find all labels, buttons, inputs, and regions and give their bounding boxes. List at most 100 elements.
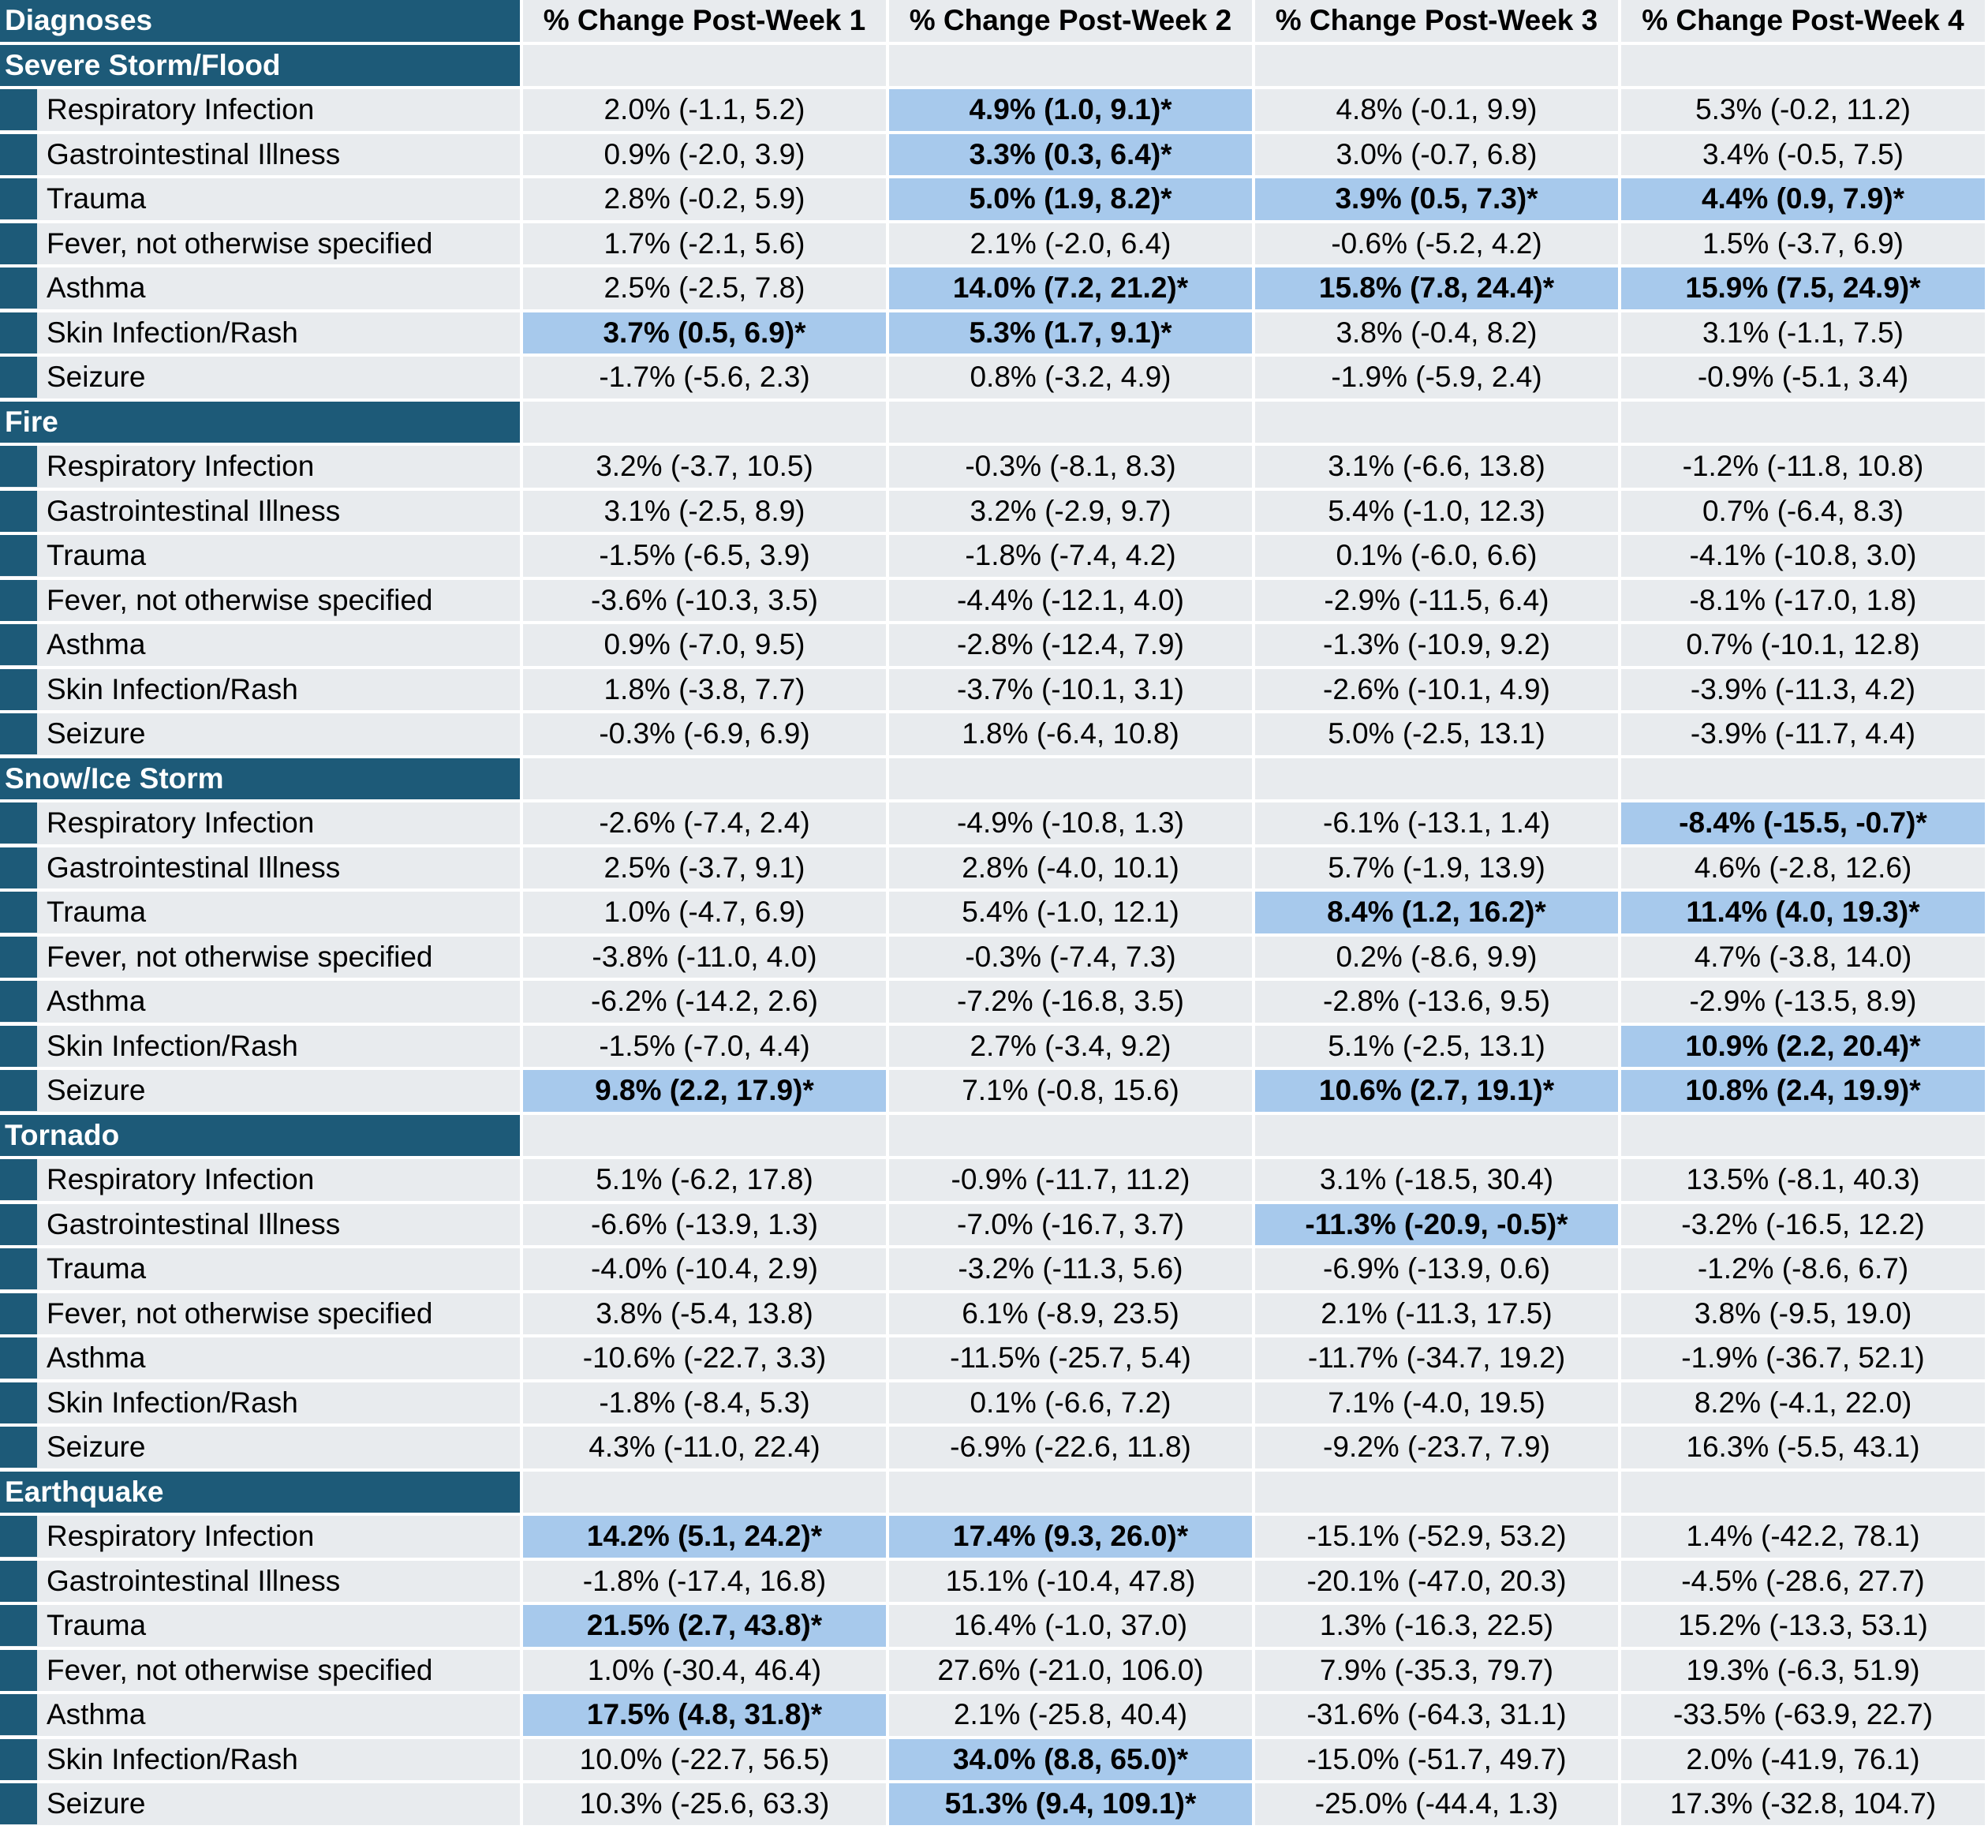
diagnosis-cell: Skin Infection/Rash — [0, 312, 523, 357]
value-cell: 3.1% (-2.5, 8.9) — [523, 490, 889, 535]
value-cell: 1.0% (-4.7, 6.9) — [523, 892, 889, 937]
significant-value-cell: 3.9% (0.5, 7.3)* — [1255, 178, 1621, 223]
diagnosis-cell: Gastrointestinal Illness — [0, 847, 523, 892]
value-cell: 1.4% (-42.2, 78.1) — [1621, 1516, 1988, 1561]
value-cell: 7.1% (-0.8, 15.6) — [889, 1070, 1255, 1115]
value-cell: -10.6% (-22.7, 3.3) — [523, 1337, 889, 1382]
value-cell: 5.7% (-1.9, 13.9) — [1255, 847, 1621, 892]
value-cell: -7.2% (-16.8, 3.5) — [889, 981, 1255, 1026]
value-cell: -3.9% (-11.7, 4.4) — [1621, 713, 1988, 758]
diagnosis-label: Gastrointestinal Illness — [47, 1564, 341, 1597]
significant-value-cell: 10.6% (2.7, 19.1)* — [1255, 1070, 1621, 1115]
category-empty-cell — [889, 1471, 1255, 1516]
diagnosis-label: Respiratory Infection — [47, 1520, 315, 1553]
value-cell: 5.1% (-2.5, 13.1) — [1255, 1025, 1621, 1070]
category-empty-cell — [1255, 1471, 1621, 1516]
value-cell: -6.6% (-13.9, 1.3) — [523, 1203, 889, 1248]
significant-value-cell: 8.4% (1.2, 16.2)* — [1255, 892, 1621, 937]
value-cell: 5.4% (-1.0, 12.3) — [1255, 490, 1621, 535]
diagnosis-cell: Trauma — [0, 1248, 523, 1293]
value-cell: 1.7% (-2.1, 5.6) — [523, 223, 889, 267]
significant-value-cell: 15.9% (7.5, 24.9)* — [1621, 267, 1988, 312]
value-cell: -4.5% (-28.6, 27.7) — [1621, 1560, 1988, 1605]
value-cell: -3.9% (-11.3, 4.2) — [1621, 668, 1988, 713]
value-cell: 2.8% (-0.2, 5.9) — [523, 178, 889, 223]
value-cell: 7.9% (-35.3, 79.7) — [1255, 1649, 1621, 1694]
diagnosis-cell: Seizure — [0, 1070, 523, 1115]
diagnosis-cell: Fever, not otherwise specified — [0, 579, 523, 624]
value-cell: -0.3% (-6.9, 6.9) — [523, 713, 889, 758]
value-cell: -1.2% (-8.6, 6.7) — [1621, 1248, 1988, 1293]
diagnosis-cell: Asthma — [0, 624, 523, 669]
category-empty-cell — [1255, 401, 1621, 446]
row-marker-swatch — [0, 802, 37, 844]
value-cell: 2.5% (-3.7, 9.1) — [523, 847, 889, 892]
header-diagnoses: Diagnoses — [0, 0, 523, 45]
table-row: Skin Infection/Rash -1.8% (-8.4, 5.3) 0.1%… — [0, 1382, 1988, 1427]
category-empty-cell — [523, 1471, 889, 1516]
diagnosis-cell: Trauma — [0, 892, 523, 937]
row-marker-swatch — [0, 1560, 37, 1602]
value-cell: -1.8% (-17.4, 16.8) — [523, 1560, 889, 1605]
significant-value-cell: 21.5% (2.7, 43.8)* — [523, 1605, 889, 1650]
value-cell: -15.0% (-51.7, 49.7) — [1255, 1738, 1621, 1783]
row-marker-swatch — [0, 1516, 37, 1558]
value-cell: 10.0% (-22.7, 56.5) — [523, 1738, 889, 1783]
diagnosis-label: Trauma — [47, 539, 147, 572]
diagnosis-cell: Respiratory Infection — [0, 802, 523, 847]
diagnosis-label: Skin Infection/Rash — [47, 316, 298, 349]
category-empty-cell — [889, 401, 1255, 446]
diagnosis-label: Fever, not otherwise specified — [47, 940, 433, 973]
diagnosis-cell: Seizure — [0, 713, 523, 758]
significant-value-cell: 51.3% (9.4, 109.1)* — [889, 1783, 1255, 1828]
row-marker-swatch — [0, 223, 37, 264]
diagnosis-label: Respiratory Infection — [47, 450, 315, 483]
table-row: Trauma 21.5% (2.7, 43.8)* 16.4% (-1.0, 37.… — [0, 1605, 1988, 1650]
value-cell: -6.9% (-22.6, 11.8) — [889, 1427, 1255, 1472]
table-row: Asthma 0.9% (-7.0, 9.5) -2.8% (-12.4, 7.9)… — [0, 624, 1988, 669]
row-marker-swatch — [0, 133, 37, 175]
table-row: Asthma 2.5% (-2.5, 7.8) 14.0% (7.2, 21.2)*… — [0, 267, 1988, 312]
value-cell: 3.1% (-1.1, 7.5) — [1621, 312, 1988, 357]
table-row: Skin Infection/Rash 10.0% (-22.7, 56.5) 34… — [0, 1738, 1988, 1783]
value-cell: 0.7% (-10.1, 12.8) — [1621, 624, 1988, 669]
diagnosis-cell: Skin Infection/Rash — [0, 1025, 523, 1070]
value-cell: 5.3% (-0.2, 11.2) — [1621, 89, 1988, 134]
value-cell: -11.5% (-25.7, 5.4) — [889, 1337, 1255, 1382]
row-marker-swatch — [0, 668, 37, 710]
value-cell: 3.8% (-0.4, 8.2) — [1255, 312, 1621, 357]
value-cell: -3.2% (-11.3, 5.6) — [889, 1248, 1255, 1293]
table-row: Gastrointestinal Illness 2.5% (-3.7, 9.1)… — [0, 847, 1988, 892]
table-row: Respiratory Infection 5.1% (-6.2, 17.8) -0… — [0, 1159, 1988, 1204]
value-cell: -31.6% (-64.3, 31.1) — [1255, 1694, 1621, 1739]
significant-value-cell: 10.8% (2.4, 19.9)* — [1621, 1070, 1988, 1115]
value-cell: 3.2% (-2.9, 9.7) — [889, 490, 1255, 535]
diagnosis-cell: Gastrointestinal Illness — [0, 133, 523, 178]
category-empty-cell — [523, 44, 889, 89]
value-cell: -3.6% (-10.3, 3.5) — [523, 579, 889, 624]
row-marker-swatch — [0, 89, 37, 131]
significant-value-cell: 17.5% (4.8, 31.8)* — [523, 1694, 889, 1739]
table-row: Seizure -0.3% (-6.9, 6.9) 1.8% (-6.4, 10.8… — [0, 713, 1988, 758]
table-row: Gastrointestinal Illness 0.9% (-2.0, 3.9)… — [0, 133, 1988, 178]
value-cell: 5.1% (-6.2, 17.8) — [523, 1159, 889, 1204]
table-row: Respiratory Infection -2.6% (-7.4, 2.4) -4… — [0, 802, 1988, 847]
diagnosis-cell: Seizure — [0, 1783, 523, 1828]
category-empty-cell — [1621, 758, 1988, 802]
table-row: Trauma -1.5% (-6.5, 3.9) -1.8% (-7.4, 4.2)… — [0, 535, 1988, 580]
diagnosis-label: Gastrointestinal Illness — [47, 494, 341, 527]
diagnosis-cell: Respiratory Infection — [0, 446, 523, 491]
significant-value-cell: 10.9% (2.2, 20.4)* — [1621, 1025, 1988, 1070]
value-cell: 10.3% (-25.6, 63.3) — [523, 1783, 889, 1828]
diagnosis-cell: Skin Infection/Rash — [0, 1738, 523, 1783]
value-cell: -2.8% (-12.4, 7.9) — [889, 624, 1255, 669]
diagnosis-label: Gastrointestinal Illness — [47, 1207, 341, 1240]
table-row: Gastrointestinal Illness -1.8% (-17.4, 16… — [0, 1560, 1988, 1605]
diagnosis-cell: Fever, not otherwise specified — [0, 936, 523, 981]
significant-value-cell: 11.4% (4.0, 19.3)* — [1621, 892, 1988, 937]
value-cell: -4.4% (-12.1, 4.0) — [889, 579, 1255, 624]
value-cell: -25.0% (-44.4, 1.3) — [1255, 1783, 1621, 1828]
diagnosis-cell: Gastrointestinal Illness — [0, 490, 523, 535]
table-row: Asthma 17.5% (4.8, 31.8)* 2.1% (-25.8, 40.… — [0, 1694, 1988, 1739]
value-cell: 16.4% (-1.0, 37.0) — [889, 1605, 1255, 1650]
